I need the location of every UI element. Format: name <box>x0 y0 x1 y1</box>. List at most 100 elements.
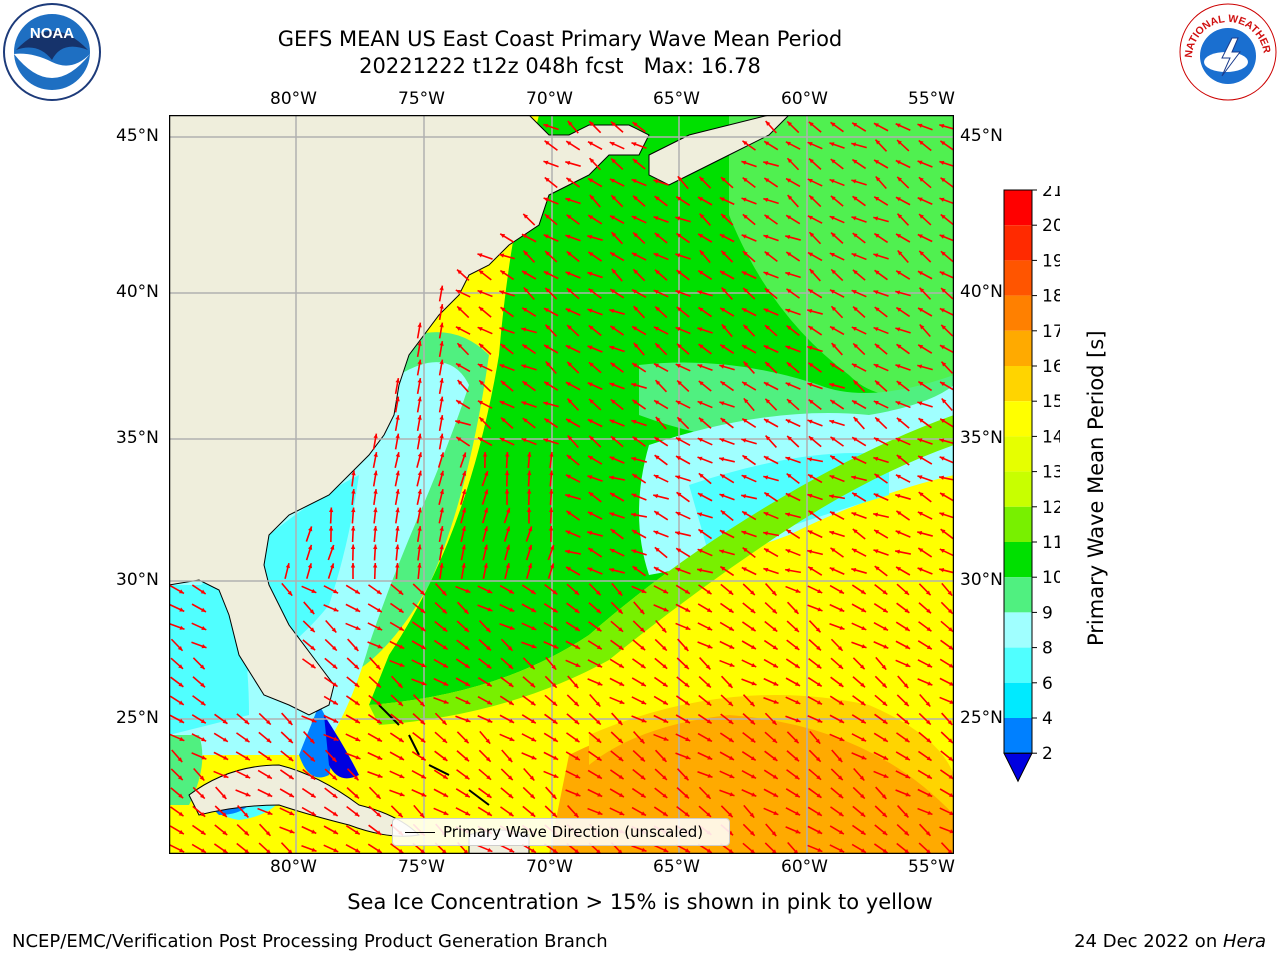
wave-arrow-head <box>200 589 206 594</box>
lon-label-bottom-80w: 80°W <box>270 857 317 877</box>
lat-label-left-35n: 35°N <box>116 428 159 448</box>
wave-arrow-head <box>373 489 378 494</box>
wave-arrow-head <box>675 364 681 369</box>
lat-label-left-30n: 30°N <box>116 570 159 590</box>
wave-arrow-head <box>353 646 359 651</box>
wave-arrow-head <box>222 812 227 818</box>
wave-arrow-head <box>566 567 572 572</box>
wave-arrow-head <box>743 398 749 404</box>
wave-arrow-head <box>742 418 748 423</box>
wave-arrow-head <box>376 719 382 724</box>
wave-arrow-head <box>904 755 910 761</box>
wave-arrow-head <box>927 792 933 797</box>
wave-arrow-head <box>763 197 769 203</box>
wave-arrow-head <box>617 608 623 614</box>
colorbar-tick-label: 16 <box>1042 357 1060 377</box>
wave-arrow-head <box>839 607 845 612</box>
wave-arrow-head <box>785 271 791 277</box>
wave-arrow-head <box>587 382 593 387</box>
wave-arrow-head <box>918 344 924 349</box>
wave-arrow-head <box>873 401 879 405</box>
wave-arrow-head <box>289 829 295 834</box>
wave-arrow-head <box>526 507 532 513</box>
wave-arrow-head <box>523 250 529 256</box>
wave-arrow-head <box>882 737 888 742</box>
wave-period-map <box>169 115 954 854</box>
wave-arrow-head <box>785 549 791 554</box>
wave-arrow-head <box>705 664 711 670</box>
wave-arrow-head <box>609 215 615 220</box>
wave-arrow-head <box>852 233 858 238</box>
wave-arrow-head <box>940 493 946 498</box>
wave-arrow-head <box>675 327 681 332</box>
colorbar-segment <box>1004 436 1032 472</box>
wave-arrow-head <box>873 123 879 128</box>
wave-arrow-head <box>574 626 580 631</box>
wave-arrow-head <box>917 271 923 276</box>
wave-arrow-head <box>632 474 638 479</box>
wave-arrow-head <box>838 700 844 705</box>
wave-arrow-head <box>697 290 703 295</box>
wave-arrow-head <box>852 122 858 127</box>
noaa-logo-text: NOAA <box>30 25 74 42</box>
wave-arrow-head <box>310 811 316 816</box>
wave-arrow-head <box>940 382 946 387</box>
wave-arrow-head <box>531 625 537 630</box>
wave-arrow-head <box>837 757 843 763</box>
wave-arrow-head <box>522 344 528 349</box>
wave-arrow-head <box>530 812 536 817</box>
wave-arrow-head <box>838 664 843 669</box>
wave-arrow-head <box>772 608 777 614</box>
wave-arrow-head <box>565 493 571 499</box>
wave-arrow-head <box>807 530 813 535</box>
wave-arrow-head <box>375 664 381 670</box>
wave-arrow-head <box>567 325 572 330</box>
wave-arrow-head <box>663 736 669 741</box>
wave-arrow-head <box>684 700 690 706</box>
wave-arrow-head <box>309 627 315 633</box>
colorbar-tick-label: 15 <box>1042 392 1060 412</box>
wave-arrow-head <box>504 489 510 494</box>
wave-arrow-head <box>749 812 755 818</box>
wave-arrow-head <box>663 589 669 594</box>
wave-arrow-head <box>653 530 659 535</box>
wave-arrow-head <box>575 774 581 779</box>
wave-arrow-head <box>478 306 484 312</box>
wave-arrow-head <box>663 847 669 852</box>
wave-arrow-head <box>530 793 535 799</box>
wave-arrow-head <box>505 544 511 550</box>
sea-ice-note: Sea Ice Concentration > 15% is shown in … <box>347 890 933 914</box>
wave-arrow-head <box>839 718 845 723</box>
wave-arrow-head <box>421 681 427 686</box>
wave-arrow-head <box>875 139 881 145</box>
wave-arrow-head <box>883 773 889 778</box>
wave-arrow-head <box>350 563 356 568</box>
wave-arrow-head <box>508 589 514 594</box>
wave-arrow-head <box>897 213 903 219</box>
wave-arrow-head <box>939 345 945 350</box>
wave-arrow-head <box>632 399 638 405</box>
wave-arrow-head <box>939 308 945 313</box>
wave-arrow-head <box>355 625 361 630</box>
wave-arrow-head <box>895 290 901 295</box>
wave-arrow-head <box>809 195 814 201</box>
wave-arrow-head <box>719 549 725 554</box>
wave-arrow-head <box>919 287 925 293</box>
wave-arrow-head <box>618 756 624 762</box>
wave-arrow-head <box>831 306 837 311</box>
wave-arrow-head <box>266 774 272 779</box>
wave-arrow-head <box>376 682 381 688</box>
wave-arrow-head <box>420 849 426 854</box>
wave-arrow-head <box>699 176 705 182</box>
wave-arrow-head <box>500 270 506 275</box>
wave-arrow-head <box>939 475 945 480</box>
wave-arrow-head <box>918 455 924 461</box>
colorbar-tick-label: 19 <box>1042 251 1060 271</box>
wave-arrow-head <box>610 399 616 405</box>
wave-arrow-head <box>939 568 945 573</box>
wave-arrow-head <box>200 700 206 706</box>
wave-arrow-head <box>653 253 659 258</box>
wave-arrow-head <box>719 197 725 202</box>
wave-arrow-head <box>462 452 467 458</box>
wave-arrow-head <box>742 547 748 553</box>
